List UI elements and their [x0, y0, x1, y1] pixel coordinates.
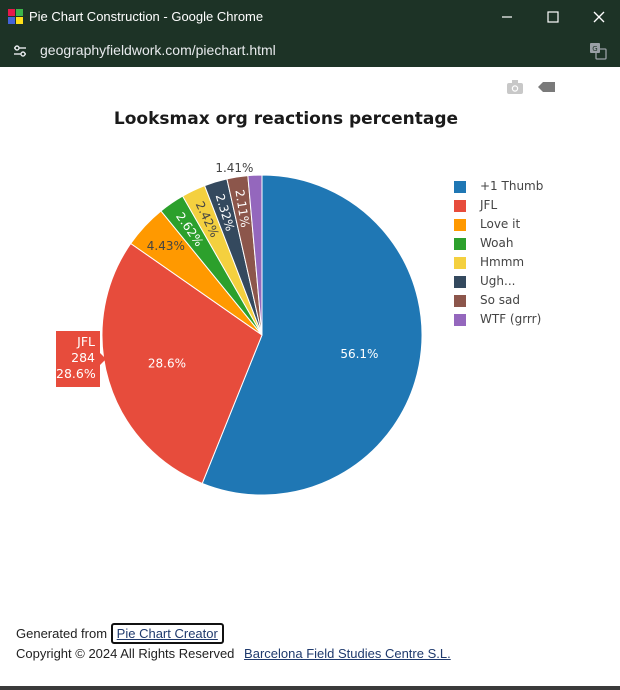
- pie-chart: 56.1%28.6%4.43%2.62%2.42%2.32%2.11%1.41%: [101, 161, 423, 496]
- translate-icon[interactable]: G: [589, 42, 607, 60]
- close-icon: [593, 11, 605, 23]
- legend-swatch: [454, 181, 466, 193]
- minimize-button[interactable]: [484, 0, 530, 34]
- tooltip-arrow: [100, 353, 106, 365]
- legend-swatch: [454, 238, 466, 250]
- tooltip-percent: 28.6%: [56, 366, 96, 381]
- pie-slice-jfl[interactable]: [101, 242, 263, 485]
- svg-text:G: G: [592, 45, 597, 53]
- address-bar: geographyfieldwork.com/piechart.html G: [0, 34, 620, 67]
- window-bottom-edge: [0, 686, 620, 690]
- slice-label-1-thumb: 56.1%: [340, 347, 378, 361]
- legend-swatch: [454, 314, 466, 326]
- copyright-text: Copyright © 2024 All Rights Reserved: [16, 646, 235, 661]
- legend-swatch: [454, 295, 466, 307]
- legend-label: Love it: [480, 217, 521, 231]
- field-studies-centre-link[interactable]: Barcelona Field Studies Centre S.L.: [244, 646, 451, 661]
- maximize-button[interactable]: [530, 0, 576, 34]
- legend-label: JFL: [480, 198, 498, 212]
- slice-label-love-it: 4.43%: [147, 239, 185, 253]
- legend-label: Ugh...: [480, 274, 516, 288]
- site-info-icon[interactable]: [12, 43, 28, 59]
- legend-swatch: [454, 200, 466, 212]
- maximize-icon: [547, 11, 559, 23]
- legend-label: Woah: [480, 236, 514, 250]
- legend-swatch: [454, 276, 466, 288]
- hover-tooltip: JFL 284 28.6%: [56, 331, 100, 387]
- generated-prefix: Generated from: [16, 626, 108, 641]
- tooltip-label: JFL: [77, 334, 95, 349]
- legend-label: Hmmm: [480, 255, 525, 269]
- minimize-icon: [502, 16, 512, 18]
- legend-swatch: [454, 257, 466, 269]
- tooltip-count: 284: [71, 350, 95, 365]
- window-title: Pie Chart Construction - Google Chrome: [29, 9, 264, 24]
- footer-copyright: Copyright © 2024 All Rights Reserved Bar…: [16, 646, 451, 661]
- pie-slice-1-thumb[interactable]: [201, 174, 423, 496]
- camera-icon[interactable]: [506, 79, 524, 95]
- legend-label: So sad: [480, 293, 520, 307]
- close-button[interactable]: [576, 0, 620, 34]
- pie-chart-creator-link[interactable]: Pie Chart Creator: [110, 623, 224, 644]
- legend-label: WTF (grrr): [480, 312, 542, 326]
- slice-label-wtf-grrr: 1.41%: [215, 161, 253, 175]
- title-bar: Pie Chart Construction - Google Chrome: [0, 0, 620, 34]
- legend-label: +1 Thumb: [480, 179, 544, 193]
- url-field[interactable]: geographyfieldwork.com/piechart.html: [40, 42, 276, 58]
- chart-title: Looksmax org reactions percentage: [113, 109, 459, 129]
- site-favicon-icon: [8, 9, 23, 24]
- page-content: Looksmax org reactions percentage 56.1% 2…: [4, 67, 616, 686]
- pie-slice-wtf-grrr[interactable]: [247, 174, 263, 336]
- slice-label-so-sad: 2.11%: [232, 189, 252, 229]
- tag-icon[interactable]: [538, 81, 556, 93]
- slice-label-jfl: 28.6%: [148, 356, 186, 370]
- legend-swatch: [454, 219, 466, 231]
- footer-generated: Generated from Pie Chart Creator: [16, 623, 224, 644]
